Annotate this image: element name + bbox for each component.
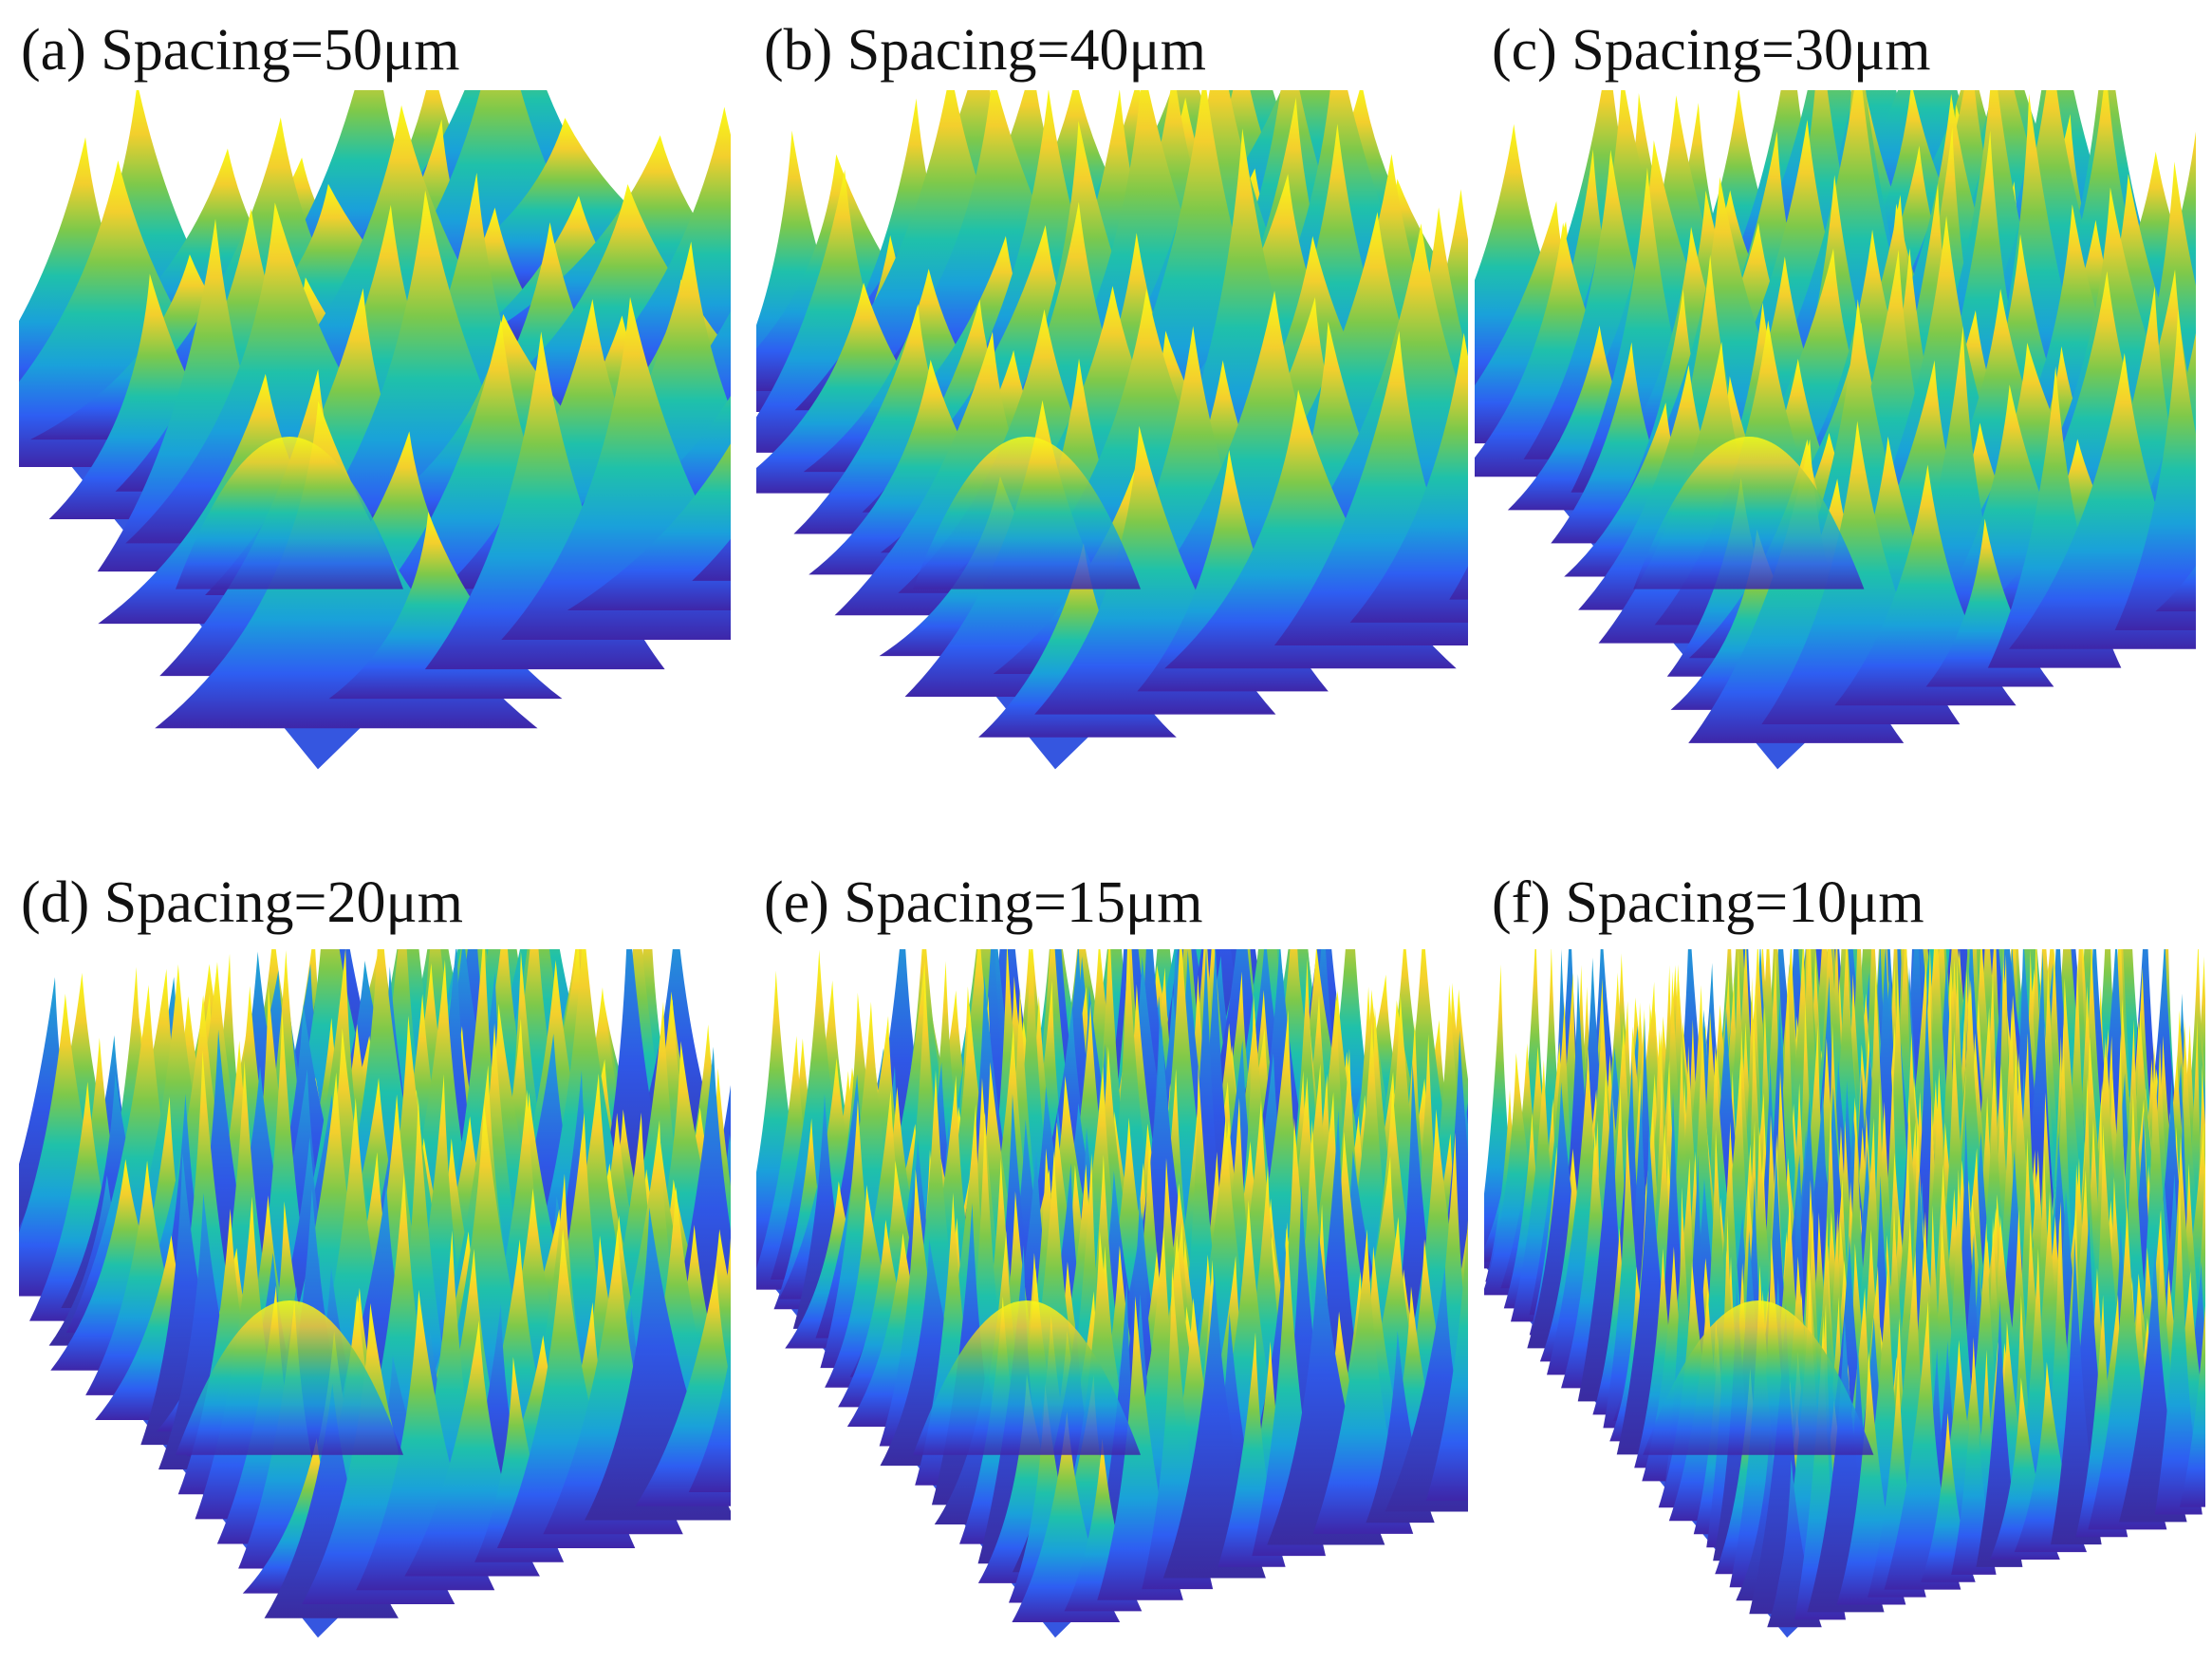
surface-dome <box>913 437 1141 589</box>
surface-peak <box>1484 964 1524 1269</box>
surface-peak <box>2114 308 2196 630</box>
panel-title: (d) Spacing=20μm <box>21 870 463 935</box>
surface-plot <box>19 949 731 1652</box>
panel-e: (e) Spacing=15μm <box>737 826 1475 1664</box>
panel-title: (b) Spacing=40μm <box>764 18 1206 83</box>
surface-plot-svg <box>1475 90 2196 770</box>
panel-title: (e) Spacing=15μm <box>764 870 1203 935</box>
surface-peak <box>2179 1305 2205 1507</box>
surface-plot <box>1484 949 2205 1652</box>
surface-plot <box>1475 90 2196 783</box>
surface-peak <box>688 1349 731 1492</box>
surface-plot <box>19 90 731 783</box>
surface-plot-svg <box>19 90 731 770</box>
surface-plot-svg <box>19 949 731 1638</box>
surface-peak <box>19 160 309 467</box>
panel-title: (f) Spacing=10μm <box>1492 870 1924 935</box>
surface-dome <box>913 1300 1141 1455</box>
surface-plot <box>756 90 1468 783</box>
surface-plot-svg <box>1484 949 2205 1638</box>
panel-b: (b) Spacing=40μm <box>737 0 1475 826</box>
surface-dome <box>176 437 403 589</box>
surface-peak <box>1449 566 1468 600</box>
surface-plot-svg <box>756 90 1468 770</box>
surface-dome <box>176 1300 403 1455</box>
surface-peak <box>692 538 731 581</box>
surface-dome <box>1633 437 1865 589</box>
panel-title: (a) Spacing=50μm <box>21 18 460 83</box>
surface-peak <box>2155 566 2196 612</box>
surface-dome <box>1643 1300 1874 1455</box>
panel-title: (c) Spacing=30μm <box>1492 18 1931 83</box>
surface-peak <box>635 1266 731 1506</box>
panel-a: (a) Spacing=50μm <box>0 0 737 826</box>
surface-peak <box>1349 332 1468 623</box>
panel-c: (c) Spacing=30μm <box>1475 0 2212 826</box>
surface-plot <box>756 949 1468 1652</box>
panel-f: (f) Spacing=10μm <box>1475 826 2212 1664</box>
surface-peak <box>1425 1220 1468 1501</box>
surface-plot-svg <box>756 949 1468 1638</box>
surface-peak <box>2154 1184 2203 1515</box>
surface-peak <box>19 993 140 1297</box>
surface-peak <box>567 443 731 610</box>
panel-d: (d) Spacing=20μm <box>0 826 737 1664</box>
